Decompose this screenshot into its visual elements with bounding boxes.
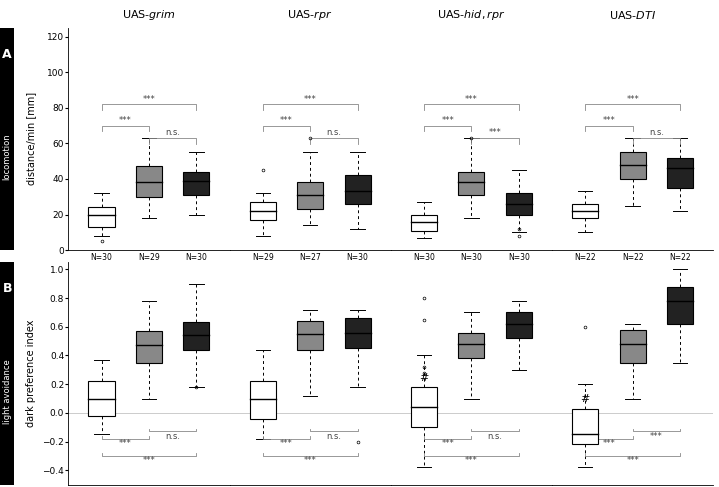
Text: light avoidance: light avoidance (3, 359, 12, 424)
Bar (572, 409, 598, 445)
Bar (136, 167, 162, 197)
Bar (505, 193, 532, 214)
Text: ***: *** (304, 94, 316, 104)
Bar (344, 175, 370, 204)
Text: ***: *** (603, 439, 615, 448)
Text: ***: *** (304, 456, 316, 465)
Bar (458, 172, 485, 195)
Bar (297, 183, 324, 209)
Bar (344, 318, 370, 348)
Text: A: A (2, 48, 12, 61)
Text: UAS-$\it{rpr}$: UAS-$\it{rpr}$ (288, 8, 333, 22)
Bar (411, 214, 437, 230)
Text: ***: *** (465, 94, 477, 104)
Bar (620, 330, 646, 363)
Text: ***: *** (650, 432, 663, 441)
Bar (297, 321, 324, 350)
Bar (88, 207, 114, 227)
Text: UAS-$\it{DTI}$: UAS-$\it{DTI}$ (609, 9, 656, 21)
Bar (505, 313, 532, 338)
Text: n.s.: n.s. (165, 129, 180, 137)
Text: ***: *** (489, 129, 501, 137)
Text: #: # (580, 394, 590, 404)
Text: n.s.: n.s. (487, 432, 503, 441)
Text: ***: *** (441, 439, 454, 448)
Text: #: # (419, 373, 429, 383)
Text: UAS-$\it{grim}$: UAS-$\it{grim}$ (122, 8, 175, 22)
Bar (249, 381, 276, 419)
Text: n.s.: n.s. (326, 129, 342, 137)
Text: ***: *** (119, 439, 132, 448)
Text: distance/min [mm]: distance/min [mm] (26, 93, 36, 186)
Text: dark preference index: dark preference index (26, 319, 36, 427)
Text: ***: *** (142, 94, 155, 104)
Bar (667, 158, 693, 188)
Text: n.s.: n.s. (165, 432, 180, 441)
Text: UAS-$\it{hid,rpr}$: UAS-$\it{hid,rpr}$ (437, 8, 505, 22)
Text: n.s.: n.s. (649, 129, 664, 137)
Bar (458, 333, 485, 358)
Text: ***: *** (626, 94, 639, 104)
Text: ***: *** (280, 439, 293, 448)
Text: ***: *** (626, 456, 639, 465)
Text: locomotion: locomotion (3, 133, 12, 180)
Text: ***: *** (280, 116, 293, 125)
Bar (136, 331, 162, 363)
Text: ***: *** (441, 116, 454, 125)
Bar (411, 387, 437, 427)
Bar (572, 204, 598, 218)
Text: ***: *** (142, 456, 155, 465)
Bar (88, 381, 114, 416)
Text: n.s.: n.s. (326, 432, 342, 441)
Text: B: B (2, 282, 12, 296)
Bar (183, 172, 209, 195)
Text: ***: *** (119, 116, 132, 125)
Bar (620, 152, 646, 179)
Text: ***: *** (603, 116, 615, 125)
Bar (183, 322, 209, 350)
Bar (667, 287, 693, 324)
Text: ***: *** (465, 456, 477, 465)
Bar (249, 202, 276, 220)
